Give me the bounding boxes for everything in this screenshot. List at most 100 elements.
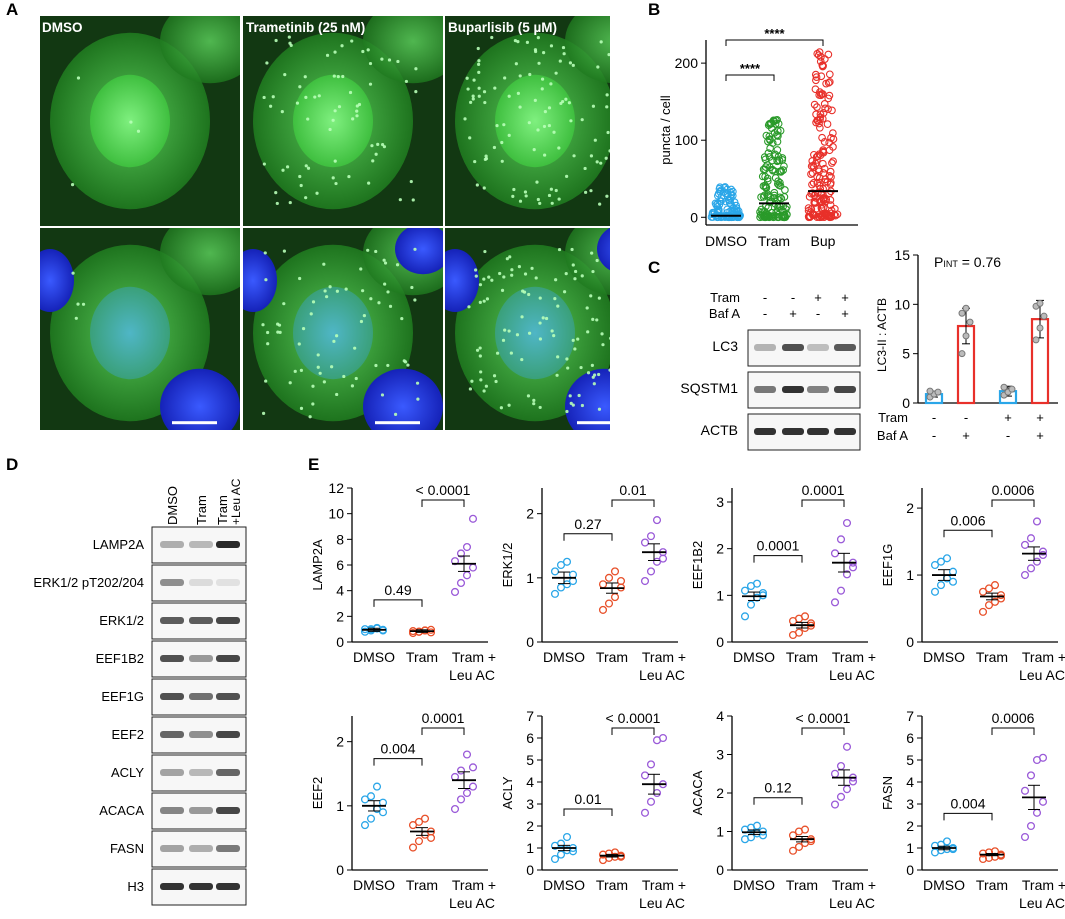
- e-point: [450, 804, 460, 814]
- blot-d-band: [189, 845, 213, 852]
- western-blot-c: Tram Baf A - - + + - + - + LC3 SQSTM1 ACTB: [648, 282, 878, 452]
- b-ylabel: puncta / cell: [658, 95, 673, 164]
- blot-d-row-label: FASN: [110, 841, 144, 856]
- e-xlabel: DMSO: [733, 877, 775, 893]
- b-point: [815, 213, 824, 222]
- blot-c-row-label: ACTB: [701, 422, 738, 438]
- b-point: [813, 103, 821, 111]
- b-point: [806, 208, 815, 217]
- e-ytick-label: 7: [526, 708, 534, 724]
- e-ytick-label: 4: [336, 583, 344, 599]
- e-point: [830, 800, 840, 809]
- e-xlabel: Tram: [596, 877, 628, 893]
- e-xlabel: Tram +: [1022, 877, 1065, 893]
- western-blot-d: DMSO Tram Tram +Leu AC LAMP2A ERK1/2 pT202/20…: [6, 475, 306, 913]
- e-point: [842, 570, 852, 579]
- e-ytick-label: 0: [526, 634, 534, 650]
- blot-d-lane-tram: Tram: [194, 495, 209, 525]
- e-xlabel: DMSO: [543, 877, 585, 893]
- e-xlabel: Tram: [786, 649, 818, 665]
- c-ytick-label: 5: [902, 346, 910, 362]
- b-point: [814, 116, 823, 125]
- blot-d-band: [189, 769, 213, 776]
- e-point: [1038, 753, 1048, 762]
- e-point: [848, 563, 858, 572]
- e-pvalue-1: 0.49: [384, 582, 411, 598]
- e-ytick-label: 1: [526, 570, 534, 586]
- e-ytick-label: 5: [906, 752, 914, 768]
- e-point: [1020, 832, 1030, 842]
- blot-d-lane-tramleu-b: +Leu AC: [229, 478, 243, 525]
- e-point: [646, 760, 656, 769]
- b-point: [826, 201, 835, 210]
- b-point: [809, 178, 818, 187]
- e-point: [414, 837, 424, 846]
- e-point: [800, 825, 810, 834]
- b-point: [729, 204, 738, 212]
- c-point: [1000, 383, 1008, 391]
- e-point: [640, 771, 650, 780]
- blot-d-row-label: EEF1G: [101, 689, 144, 704]
- e-point: [556, 839, 566, 848]
- e-ytick-label: 1: [906, 840, 914, 856]
- e-point: [646, 532, 656, 541]
- e-point: [990, 581, 1000, 590]
- e-point: [426, 833, 436, 842]
- b-point: [827, 134, 835, 142]
- e-bracket-1: [943, 529, 993, 538]
- b-point: [820, 100, 829, 108]
- e-point: [462, 542, 472, 552]
- e-bracket-2: [801, 727, 845, 735]
- e-point: [408, 821, 418, 830]
- e-point: [1020, 540, 1030, 549]
- b-point: [726, 188, 735, 197]
- e-xlabel: DMSO: [733, 649, 775, 665]
- panel-label-c: C: [648, 258, 661, 277]
- b-point: [808, 157, 817, 165]
- charts-e-grid: 0 2 4 6 8 10 12 LAMP2A DMSO Tram Tram + Leu AC 0.49 <…: [310, 470, 1065, 914]
- e-point: [462, 788, 472, 798]
- blot-d-band: [189, 655, 213, 662]
- e-xlabel: Leu AC: [1019, 667, 1065, 683]
- e-ytick-label: 3: [906, 796, 914, 812]
- blot-d-row-label: ERK1/2: [99, 613, 144, 628]
- e-xlabel: Tram +: [1022, 649, 1065, 665]
- e-point: [450, 587, 460, 596]
- e-point: [794, 842, 804, 851]
- e-xlabel: Tram: [596, 649, 628, 665]
- blot-c-baf-label: Baf A: [709, 306, 740, 321]
- e-point: [366, 792, 376, 801]
- b-point: [817, 72, 826, 81]
- e-point: [562, 832, 572, 842]
- e-bracket-2: [421, 499, 465, 507]
- e-point: [930, 560, 940, 570]
- e-ytick-label: 1: [336, 798, 344, 814]
- blot-d-band: [216, 693, 240, 700]
- e-point: [1020, 570, 1030, 580]
- b-point: [821, 104, 830, 113]
- e-ytick-label: 2: [906, 500, 914, 516]
- b-point: [825, 78, 834, 86]
- e-xlabel: Tram: [406, 877, 438, 893]
- e-point: [794, 628, 804, 637]
- blot-d-band: [216, 655, 240, 662]
- b-point: [782, 210, 791, 219]
- e-point: [996, 591, 1006, 600]
- c-point: [1008, 385, 1016, 393]
- b-point: [812, 152, 821, 161]
- e-point: [652, 516, 662, 525]
- e-point: [836, 761, 846, 771]
- e-point: [758, 591, 768, 600]
- blot-d-band: [160, 579, 184, 586]
- e-point: [1026, 771, 1036, 780]
- blot-c-baf-sign: -: [816, 306, 820, 321]
- b-point: [829, 129, 837, 137]
- b-point: [765, 120, 774, 128]
- b-point: [817, 204, 826, 212]
- c-tram-sign: +: [1004, 410, 1012, 425]
- e-point: [408, 843, 418, 852]
- e-point: [978, 854, 988, 864]
- e-point: [604, 573, 614, 582]
- e-xlabel: Leu AC: [449, 895, 495, 911]
- blot-c-row-label: SQSTM1: [680, 380, 738, 396]
